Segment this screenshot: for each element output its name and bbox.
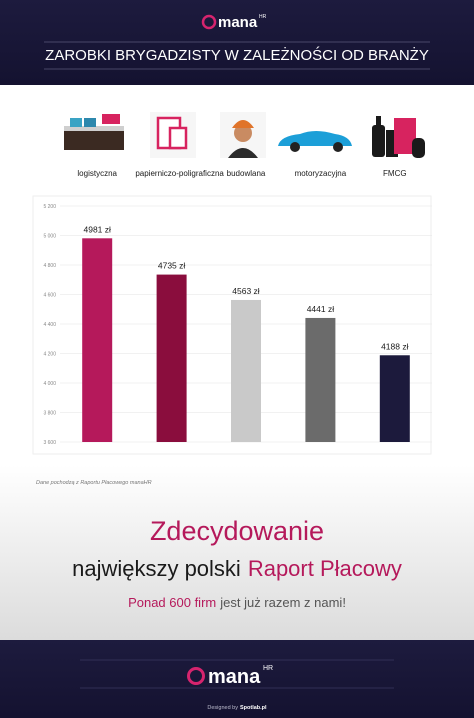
y-tick-label: 5 000: [43, 234, 56, 240]
credit-brand: Spotlab.pl: [240, 705, 267, 711]
y-tick-label: 4 000: [43, 381, 56, 387]
y-tick-label: 4 400: [43, 322, 56, 328]
value-label: 4735 zł: [158, 261, 186, 271]
value-label: 4188 zł: [381, 341, 409, 351]
value-label: 4563 zł: [232, 286, 260, 296]
promo-line3: Ponad 600 firm jest już razem z nami!: [128, 595, 346, 610]
icon-car: [278, 131, 352, 152]
logo: mana: [218, 14, 258, 31]
bar: [231, 299, 261, 442]
promo-line2: największy polski Raport Płacowy: [72, 556, 402, 581]
footer-bg: [0, 640, 474, 718]
category-label: FMCG: [383, 169, 407, 178]
icon-logistics: [64, 114, 124, 150]
logo-icon: [201, 14, 217, 30]
icon-fmcg: [372, 116, 425, 158]
category-label: motoryzacyjna: [295, 169, 347, 178]
credit: Designed by Spotlab.pl: [207, 705, 267, 711]
promo-highlight: Ponad 600 firm: [128, 595, 216, 610]
icon-paper: [150, 112, 196, 158]
logo: mana: [208, 666, 261, 688]
promo-text: największy polski: [72, 556, 241, 581]
promo-bg: [0, 465, 474, 640]
source-note: Dane pochodzą z Raportu Płacowego manaHR: [36, 480, 152, 486]
value-label: 4981 zł: [83, 224, 111, 234]
promo-line1: Zdecydowanie: [150, 516, 324, 546]
promo-text: jest już razem z nami!: [219, 595, 346, 610]
logo-sup: HR: [263, 665, 273, 672]
category-label: budowlana: [227, 169, 266, 178]
header-bg: [0, 0, 474, 85]
credit-text: Designed by: [207, 705, 238, 711]
icon-construction: [220, 112, 266, 158]
bar: [82, 238, 113, 442]
category-label: logistyczna: [77, 169, 117, 178]
y-tick-label: 3 800: [43, 411, 56, 417]
category-label: papierniczo-poligraficzna: [135, 169, 224, 178]
bar: [379, 355, 410, 442]
bar: [305, 317, 336, 442]
y-tick-label: 4 600: [43, 293, 56, 299]
y-tick-label: 4 200: [43, 352, 56, 358]
promo-highlight: Raport Płacowy: [248, 556, 402, 581]
value-label: 4441 zł: [307, 304, 335, 314]
logo-sup: HR: [259, 14, 267, 20]
y-tick-label: 3 600: [43, 440, 56, 446]
logo-icon: [187, 667, 205, 685]
bar: [156, 274, 187, 442]
page-title: ZAROBKI BRYGADZISTY W ZALEŻNOŚCI OD BRAN…: [45, 46, 429, 64]
y-tick-label: 5 200: [43, 204, 56, 210]
y-tick-label: 4 800: [43, 263, 56, 269]
